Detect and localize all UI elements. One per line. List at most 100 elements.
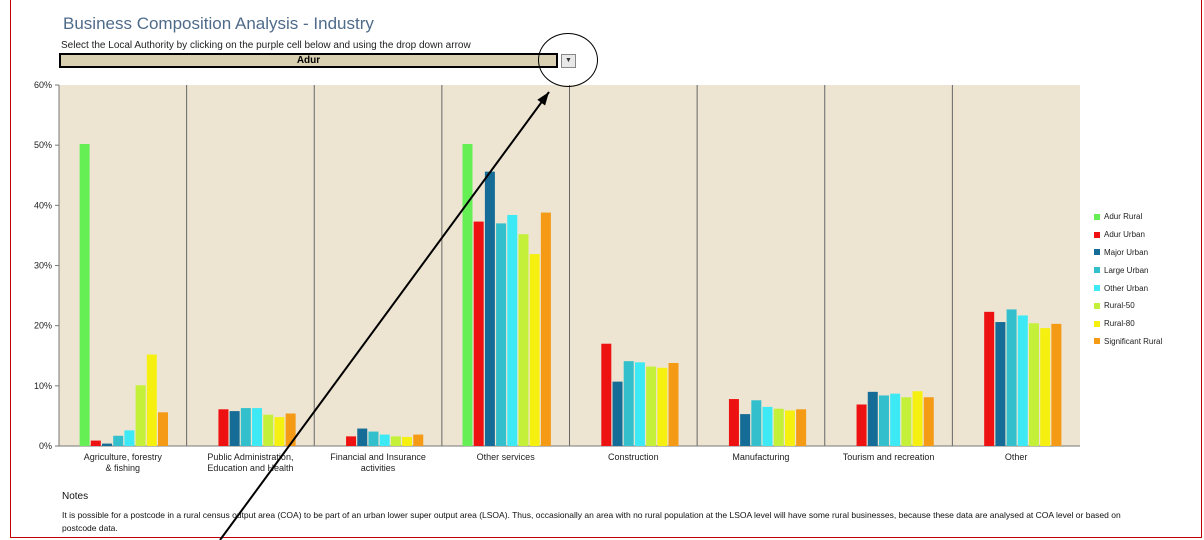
bar [158,412,169,446]
legend-item: Rural-50 [1094,297,1162,315]
notes-text: It is possible for a postcode in a rural… [62,510,1121,533]
bar [462,143,473,447]
bar [113,435,124,446]
bar [740,414,751,446]
y-tick-label: 30% [34,261,52,271]
bar [285,413,296,446]
legend-label: Major Urban [1104,247,1149,257]
bar [496,223,507,446]
page-title: Business Composition Analysis - Industry [63,14,374,33]
bar [878,395,889,446]
bar [402,436,413,446]
bar [146,354,157,446]
legend-swatch [1094,249,1100,256]
bar [484,171,495,446]
y-tick-label: 60% [34,80,52,90]
bar [90,440,101,446]
legend-label: Significant Rural [1104,336,1163,346]
bar [856,404,867,446]
bar [379,434,390,446]
bar [728,399,739,446]
bar [601,343,612,446]
legend-item: Large Urban [1094,261,1162,279]
y-tick-label: 50% [34,140,52,150]
chart-legend: Adur Rural Adur Urban Major Urban Large Urb… [1094,208,1162,350]
legend-label: Other Urban [1104,283,1149,293]
bar [1028,323,1039,446]
bar [263,414,274,446]
bar [762,406,773,446]
bar [923,397,934,446]
y-tick-label: 10% [34,381,52,391]
legend-item: Adur Rural [1094,208,1162,226]
bar [751,400,762,446]
bar [668,362,679,446]
bar [984,311,995,446]
x-tick-label: Other services [477,452,536,462]
bar [1017,315,1028,446]
x-tick-label: Financial and Insurance [330,452,426,462]
bar [507,214,518,446]
legend-label: Rural-50 [1104,301,1135,311]
bar [252,408,263,446]
legend-item: Major Urban [1094,244,1162,262]
bar [1006,309,1017,446]
bar [912,391,923,446]
bar [357,428,368,446]
bar [518,234,529,446]
legend-swatch [1094,267,1100,274]
bar [1040,328,1051,446]
legend-item: Significant Rural [1094,333,1162,351]
instruction-text: Select the Local Authority by clicking o… [61,40,471,51]
bar [102,443,113,446]
y-tick-label: 40% [34,200,52,210]
annotation-arrow [219,91,550,540]
bar [229,411,240,446]
bar [540,212,551,446]
bar [796,409,807,446]
bar [612,381,623,446]
legend-swatch [1094,302,1100,309]
bar [634,362,645,446]
bar [124,430,135,446]
x-tick-label: Public Administration, [207,452,293,462]
legend-swatch [1094,320,1100,327]
x-tick-label: Tourism and recreation [843,452,935,462]
bar [890,393,901,446]
legend-item: Rural-80 [1094,315,1162,333]
bar [368,431,379,446]
bar [646,366,657,446]
legend-label: Adur Rural [1104,212,1143,222]
x-tick-label: Manufacturing [732,452,789,462]
bar [346,436,357,446]
legend-label: Rural-80 [1104,319,1135,329]
legend-item: Adur Urban [1094,226,1162,244]
y-tick-label: 0% [39,441,52,451]
y-tick-label: 20% [34,321,52,331]
legend-swatch [1094,213,1100,220]
legend-swatch [1094,285,1100,292]
notes-heading: Notes [62,491,89,502]
x-tick-label: Agriculture, forestry [84,452,163,462]
bar [995,322,1006,446]
x-tick-label: Construction [608,452,659,462]
bar [623,361,634,446]
bar [413,434,424,446]
bar [657,367,668,446]
x-tick-label: Education and Health [207,463,293,473]
bar [867,391,878,446]
x-tick-label: activities [361,463,396,473]
legend-label: Large Urban [1104,265,1149,275]
highlight-circle [538,33,598,87]
x-tick-label: Other [1005,452,1028,462]
bar [1051,323,1062,446]
bar [240,408,251,446]
arrow-head [537,92,549,106]
bar [218,409,229,446]
bar [473,221,484,446]
report-frame [10,0,1202,538]
legend-label: Adur Urban [1104,230,1145,240]
bar [135,385,146,446]
bar [901,397,912,446]
